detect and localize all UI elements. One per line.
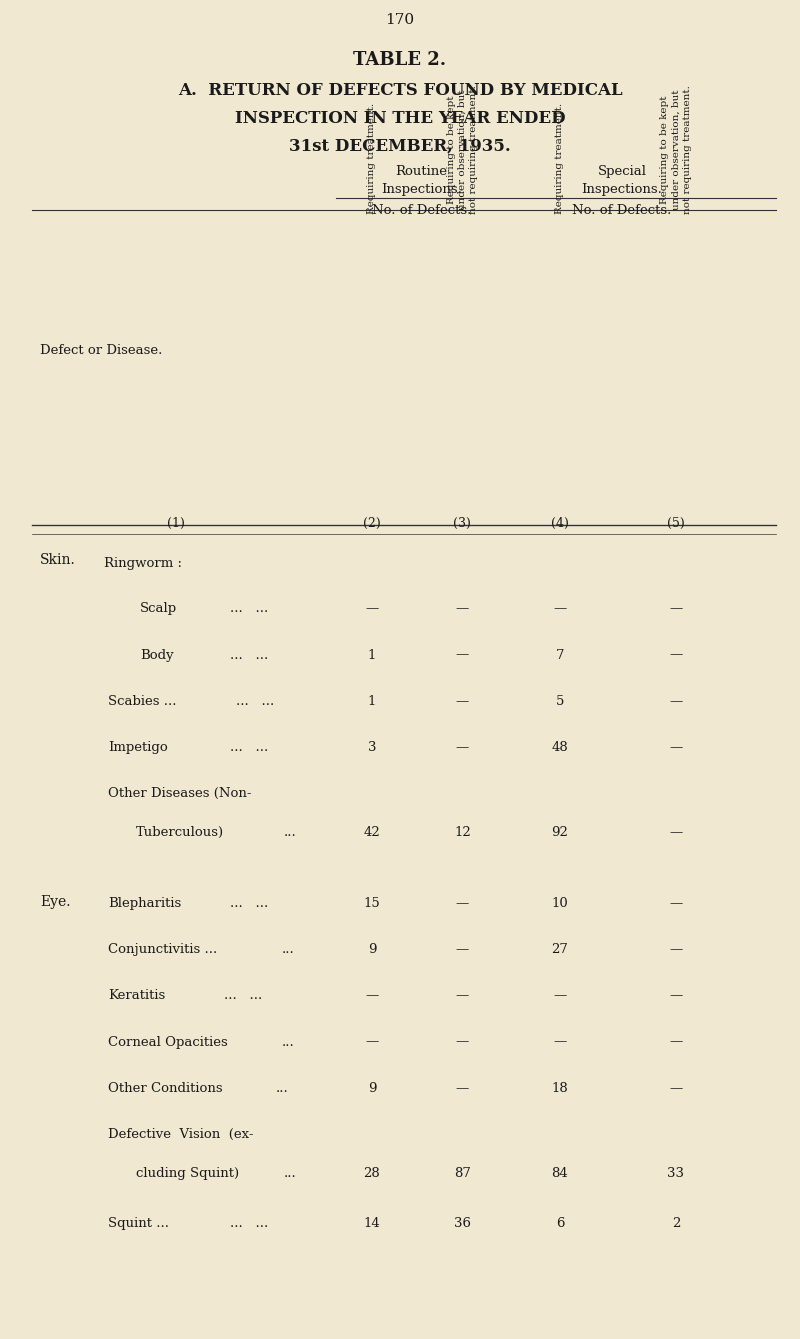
Text: —: — bbox=[456, 603, 469, 616]
Text: Skin.: Skin. bbox=[40, 553, 76, 566]
Text: —: — bbox=[554, 1035, 566, 1048]
Text: 92: 92 bbox=[551, 826, 569, 840]
Text: —: — bbox=[670, 897, 682, 911]
Text: Requiring treatment.: Requiring treatment. bbox=[367, 103, 377, 214]
Text: 3: 3 bbox=[368, 740, 376, 754]
Text: Special
Inspections.: Special Inspections. bbox=[582, 165, 662, 195]
Text: ...: ... bbox=[284, 1168, 297, 1180]
Text: 31st DECEMBER, 1935.: 31st DECEMBER, 1935. bbox=[289, 138, 511, 155]
Text: 84: 84 bbox=[552, 1168, 568, 1180]
Text: ...: ... bbox=[282, 943, 294, 956]
Text: ...   ...: ... ... bbox=[230, 648, 268, 661]
Text: A.  RETURN OF DEFECTS FOUND BY MEDICAL: A. RETURN OF DEFECTS FOUND BY MEDICAL bbox=[178, 82, 622, 99]
Text: 10: 10 bbox=[552, 897, 568, 911]
Text: —: — bbox=[366, 1035, 378, 1048]
Text: —: — bbox=[670, 1035, 682, 1048]
Text: TABLE 2.: TABLE 2. bbox=[354, 51, 446, 68]
Text: No. of Defects.: No. of Defects. bbox=[572, 204, 672, 217]
Text: —: — bbox=[456, 1082, 469, 1095]
Text: Corneal Opacities: Corneal Opacities bbox=[108, 1035, 228, 1048]
Text: Other Conditions: Other Conditions bbox=[108, 1082, 222, 1095]
Text: Routine
Inspections.: Routine Inspections. bbox=[381, 165, 462, 195]
Text: Requiring treatment.: Requiring treatment. bbox=[555, 103, 565, 214]
Text: —: — bbox=[366, 603, 378, 616]
Text: Impetigo: Impetigo bbox=[108, 740, 168, 754]
Text: 27: 27 bbox=[551, 943, 569, 956]
Text: Other Diseases (Non-: Other Diseases (Non- bbox=[108, 787, 251, 799]
Text: (2): (2) bbox=[363, 517, 381, 530]
Text: 6: 6 bbox=[556, 1217, 564, 1229]
Text: Defective  Vision  (ex-: Defective Vision (ex- bbox=[108, 1127, 254, 1141]
Text: (1): (1) bbox=[167, 517, 185, 530]
Text: —: — bbox=[366, 990, 378, 1003]
Text: —: — bbox=[456, 740, 469, 754]
Text: 2: 2 bbox=[672, 1217, 680, 1229]
Text: (4): (4) bbox=[551, 517, 569, 530]
Text: Defect or Disease.: Defect or Disease. bbox=[40, 344, 162, 358]
Text: Keratitis: Keratitis bbox=[108, 990, 166, 1003]
Text: ...: ... bbox=[284, 826, 297, 840]
Text: 28: 28 bbox=[364, 1168, 380, 1180]
Text: —: — bbox=[456, 897, 469, 911]
Text: —: — bbox=[670, 648, 682, 661]
Text: Squint ...: Squint ... bbox=[108, 1217, 169, 1229]
Text: —: — bbox=[670, 943, 682, 956]
Text: 1: 1 bbox=[368, 695, 376, 708]
Text: —: — bbox=[456, 990, 469, 1003]
Text: ...   ...: ... ... bbox=[230, 740, 268, 754]
Text: 1: 1 bbox=[368, 648, 376, 661]
Text: Conjunctivitis ...: Conjunctivitis ... bbox=[108, 943, 218, 956]
Text: Requiring to be kept
under observation, but
not requiring treatment.: Requiring to be kept under observation, … bbox=[446, 86, 478, 214]
Text: 36: 36 bbox=[454, 1217, 471, 1229]
Text: ...   ...: ... ... bbox=[230, 897, 268, 911]
Text: ...: ... bbox=[282, 1035, 294, 1048]
Text: —: — bbox=[670, 603, 682, 616]
Text: 12: 12 bbox=[454, 826, 470, 840]
Text: 87: 87 bbox=[454, 1168, 471, 1180]
Text: —: — bbox=[554, 603, 566, 616]
Text: —: — bbox=[670, 740, 682, 754]
Text: ...: ... bbox=[276, 1082, 289, 1095]
Text: ...   ...: ... ... bbox=[230, 1217, 268, 1229]
Text: cluding Squint): cluding Squint) bbox=[136, 1168, 239, 1180]
Text: 18: 18 bbox=[552, 1082, 568, 1095]
Text: —: — bbox=[670, 1082, 682, 1095]
Text: —: — bbox=[456, 695, 469, 708]
Text: 5: 5 bbox=[556, 695, 564, 708]
Text: —: — bbox=[670, 826, 682, 840]
Text: 14: 14 bbox=[364, 1217, 380, 1229]
Text: ...   ...: ... ... bbox=[224, 990, 262, 1003]
Text: INSPECTION IN THE YEAR ENDED: INSPECTION IN THE YEAR ENDED bbox=[234, 110, 566, 127]
Text: 15: 15 bbox=[364, 897, 380, 911]
Text: 42: 42 bbox=[364, 826, 380, 840]
Text: 9: 9 bbox=[368, 943, 376, 956]
Text: —: — bbox=[456, 943, 469, 956]
Text: (5): (5) bbox=[667, 517, 685, 530]
Text: No. of Defects.: No. of Defects. bbox=[371, 204, 471, 217]
Text: Requiring to be kept
under observation, but
not requiring treatment.: Requiring to be kept under observation, … bbox=[661, 86, 691, 214]
Text: Eye.: Eye. bbox=[40, 894, 70, 909]
Text: Body: Body bbox=[140, 648, 174, 661]
Text: Ringworm :: Ringworm : bbox=[104, 557, 182, 570]
Text: 9: 9 bbox=[368, 1082, 376, 1095]
Text: ...   ...: ... ... bbox=[236, 695, 274, 708]
Text: Scabies ...: Scabies ... bbox=[108, 695, 177, 708]
Text: 7: 7 bbox=[556, 648, 564, 661]
Text: Blepharitis: Blepharitis bbox=[108, 897, 182, 911]
Text: —: — bbox=[456, 1035, 469, 1048]
Text: 48: 48 bbox=[552, 740, 568, 754]
Text: —: — bbox=[670, 990, 682, 1003]
Text: ...   ...: ... ... bbox=[230, 603, 268, 616]
Text: —: — bbox=[670, 695, 682, 708]
Text: Tuberculous): Tuberculous) bbox=[136, 826, 224, 840]
Text: 33: 33 bbox=[667, 1168, 685, 1180]
Text: 170: 170 bbox=[386, 13, 414, 27]
Text: Scalp: Scalp bbox=[140, 603, 177, 616]
Text: —: — bbox=[456, 648, 469, 661]
Text: (3): (3) bbox=[454, 517, 471, 530]
Text: —: — bbox=[554, 990, 566, 1003]
